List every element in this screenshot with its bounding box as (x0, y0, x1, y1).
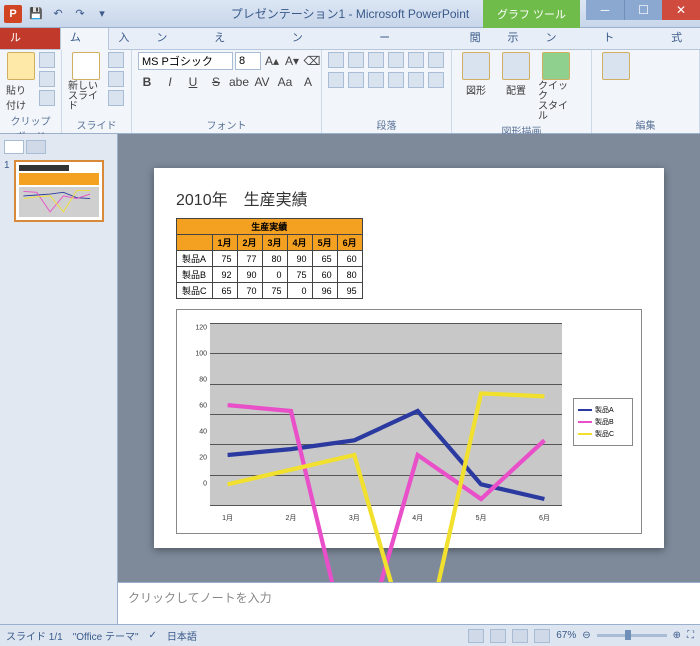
font-fmt-b[interactable]: B (138, 73, 156, 91)
new-slide-button[interactable]: 新しい スライド (68, 52, 104, 112)
font-fmt-av[interactable]: AV (253, 73, 271, 91)
group-label-paragraph: 段落 (328, 116, 445, 133)
zoom-slider[interactable] (597, 634, 667, 637)
data-table: 生産実績1月2月3月4月5月6月製品A757780906560製品B929007… (176, 218, 363, 299)
language[interactable]: 日本語 (167, 628, 197, 643)
shapes-icon (462, 52, 490, 80)
group-label-editing: 編集 (598, 116, 693, 133)
format-painter-icon[interactable] (39, 90, 55, 106)
view-normal-button[interactable] (468, 629, 484, 643)
quick-style-button[interactable]: クイック スタイル (538, 52, 574, 122)
align-left-icon[interactable] (328, 72, 344, 88)
contextual-tab-label: グラフ ツール (483, 0, 580, 28)
indent-dec-icon[interactable] (368, 52, 384, 68)
font-name-input[interactable] (138, 52, 233, 70)
font-fmt-abe[interactable]: abe (230, 73, 248, 91)
ribbon: 貼り付け クリップボード 新しい スライド スライド (0, 50, 700, 134)
text-direction-icon[interactable] (428, 52, 444, 68)
section-icon[interactable] (108, 90, 124, 106)
qat-customize-icon[interactable]: ▾ (94, 6, 110, 22)
line-spacing-icon[interactable] (408, 52, 424, 68)
app-icon: P (4, 5, 22, 23)
group-label-font: フォント (138, 116, 315, 133)
thumb-tab-outline[interactable] (26, 140, 46, 154)
workspace: 1 2010年 生産実績 生産実績1月2月3月4月5月6月製品A75778090… (0, 134, 700, 624)
shrink-font-icon[interactable]: A▾ (283, 52, 301, 70)
layout-icon[interactable] (108, 52, 124, 68)
view-slideshow-button[interactable] (534, 629, 550, 643)
qat-undo-icon[interactable]: ↶ (50, 6, 66, 22)
zoom-out-button[interactable]: ⊖ (582, 630, 590, 641)
paste-icon (7, 52, 35, 80)
slide-canvas[interactable]: 2010年 生産実績 生産実績1月2月3月4月5月6月製品A7577809065… (154, 168, 664, 548)
window-minimize-button[interactable]: ─ (586, 0, 624, 20)
window-maximize-button[interactable]: ☐ (624, 0, 662, 20)
group-label-slides: スライド (68, 116, 125, 133)
thumbnail-pane: 1 (0, 134, 118, 624)
fit-to-window-button[interactable]: ⛶ (687, 630, 694, 641)
spellcheck-icon[interactable]: ✓ (149, 630, 157, 641)
reset-icon[interactable] (108, 71, 124, 87)
smartart-icon[interactable] (428, 72, 444, 88)
font-size-input[interactable] (235, 52, 261, 70)
qat-redo-icon[interactable]: ↷ (72, 6, 88, 22)
ribbon-tabs: ファイル ホーム挿入デザイン画面切り替えアニメーションスライド ショー校閲表示デ… (0, 28, 700, 50)
font-fmt-a[interactable]: A (299, 73, 317, 91)
view-sorter-button[interactable] (490, 629, 506, 643)
notes-pane[interactable]: クリックしてノートを入力 (118, 582, 700, 624)
indent-inc-icon[interactable] (388, 52, 404, 68)
chart-legend: 製品A製品B製品C (573, 398, 633, 446)
qat-save-icon[interactable]: 💾 (28, 6, 44, 22)
slide-counter: スライド 1/1 (6, 628, 63, 643)
clear-format-icon[interactable]: ⌫ (303, 52, 321, 70)
cut-icon[interactable] (39, 52, 55, 68)
slide-area: 2010年 生産実績 生産実績1月2月3月4月5月6月製品A7577809065… (118, 134, 700, 624)
align-center-icon[interactable] (348, 72, 364, 88)
font-fmt-u[interactable]: U (184, 73, 202, 91)
slide-thumbnail-1[interactable]: 1 (4, 160, 113, 222)
view-reading-button[interactable] (512, 629, 528, 643)
bullets-icon[interactable] (328, 52, 344, 68)
chart-object[interactable]: 0204060801001201月2月3月4月5月6月 製品A製品B製品C (176, 309, 642, 534)
theme-name: "Office テーマ" (73, 628, 139, 643)
justify-icon[interactable] (388, 72, 404, 88)
columns-icon[interactable] (408, 72, 424, 88)
copy-icon[interactable] (39, 71, 55, 87)
zoom-level[interactable]: 67% (556, 630, 576, 641)
new-slide-icon (72, 52, 100, 80)
title-bar: P 💾 ↶ ↷ ▾ プレゼンテーション1 - Microsoft PowerPo… (0, 0, 700, 28)
paste-button[interactable]: 貼り付け (6, 52, 35, 112)
status-bar: スライド 1/1 "Office テーマ" ✓ 日本語 67% ⊖ ⊕ ⛶ (0, 624, 700, 646)
quick-style-icon (542, 52, 570, 80)
slide-title: 2010年 生産実績 (176, 186, 642, 210)
zoom-in-button[interactable]: ⊕ (673, 630, 681, 641)
align-right-icon[interactable] (368, 72, 384, 88)
find-icon (602, 52, 630, 80)
shapes-button[interactable]: 図形 (458, 52, 494, 97)
arrange-icon (502, 52, 530, 80)
numbering-icon[interactable] (348, 52, 364, 68)
window-close-button[interactable]: ✕ (662, 0, 700, 20)
thumb-tab-slides[interactable] (4, 140, 24, 154)
arrange-button[interactable]: 配置 (498, 52, 534, 97)
font-fmt-aa[interactable]: Aa (276, 73, 294, 91)
font-fmt-s[interactable]: S (207, 73, 225, 91)
find-button[interactable] (598, 52, 634, 80)
font-fmt-i[interactable]: I (161, 73, 179, 91)
grow-font-icon[interactable]: A▴ (263, 52, 281, 70)
